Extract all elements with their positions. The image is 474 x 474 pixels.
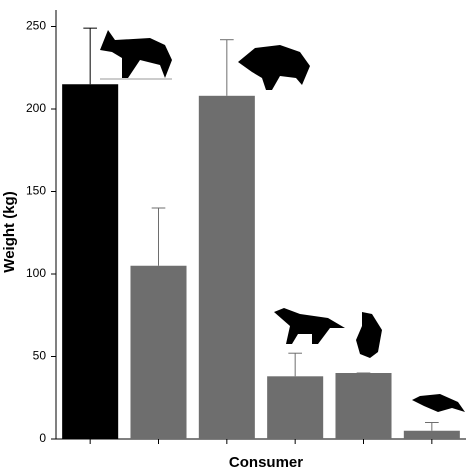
silhouettes <box>100 30 465 412</box>
wolf-icon <box>100 30 172 78</box>
y-tick-label: 150 <box>26 184 46 198</box>
fox-icon <box>274 308 345 344</box>
bar <box>62 84 119 439</box>
bar <box>130 265 187 439</box>
y-tick-label: 200 <box>26 101 46 115</box>
y-tick-label: 50 <box>33 349 47 363</box>
bird-icon <box>356 312 382 358</box>
y-tick-label: 100 <box>26 266 46 280</box>
y-axis-title: Weight (kg) <box>1 191 18 272</box>
bar <box>335 373 392 439</box>
boar-icon <box>238 45 310 90</box>
bar <box>403 430 460 439</box>
bar <box>198 95 255 440</box>
y-tick-label: 250 <box>26 19 46 33</box>
bar <box>267 376 324 439</box>
x-axis-title: Consumer <box>229 454 303 471</box>
marten-icon <box>412 394 465 412</box>
y-tick-label: 0 <box>39 431 46 445</box>
